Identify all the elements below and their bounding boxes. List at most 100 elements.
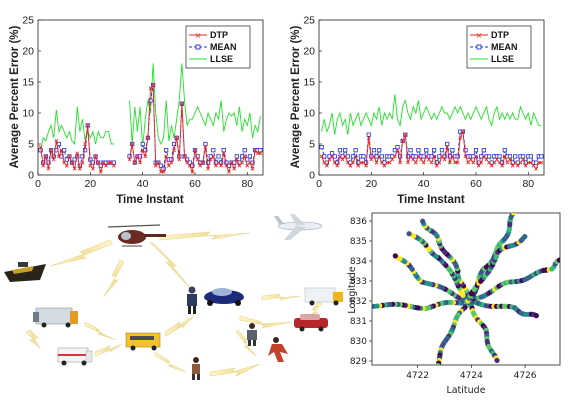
chart-map-xtick-label: 4722 (406, 371, 429, 381)
chart-right-mean-point (479, 154, 484, 159)
chart-right-dtp-point (458, 135, 463, 140)
chart-right-dtp-point (508, 157, 512, 162)
chart-right-dtp-point (366, 135, 371, 140)
runner-icon (268, 337, 288, 362)
chart-right-mean-point (371, 148, 377, 153)
chart-left-dtp-point (219, 163, 224, 168)
chart-right-dtp-point (372, 154, 376, 159)
chart-left-mean-point (56, 141, 62, 147)
chart-right-dtp-point (513, 160, 518, 165)
chart-left-xtick-label: 40 (137, 178, 149, 190)
boat-icon (4, 262, 46, 282)
chart-right-dtp-point (487, 160, 491, 165)
chart-right-dtp-point (440, 154, 444, 159)
chart-left-mean-point (208, 154, 213, 159)
chart-right-dtp-point (468, 157, 473, 162)
chart-right-mean-point (463, 148, 468, 153)
chart-left-dtp-point (237, 163, 242, 168)
chart-map-xtick-label: 4724 (460, 371, 483, 381)
chart-left-mean-point (211, 148, 216, 153)
chart-right-dtp-point (403, 132, 408, 137)
chart-map-point (494, 357, 500, 364)
chart-left-mean-point (242, 148, 247, 153)
chart-right-dtp-point (413, 160, 418, 165)
chart-right-dtp-point (534, 166, 539, 171)
chart-left-dtp-point (43, 154, 48, 159)
chart-right-mean-point (374, 154, 379, 159)
chart-left-dtp-point (130, 142, 135, 146)
chart-left-dtp-point (174, 135, 179, 140)
chart-right-dtp-point (351, 160, 355, 165)
chart-right-mean-point (539, 154, 544, 159)
chart-right-dtp-point (424, 154, 429, 159)
chart-right-series-llse (321, 94, 542, 135)
chart-right-mean-point (319, 144, 324, 150)
chart-right-dtp-point (408, 154, 413, 159)
chart-left-x-ticks: 0 20 40 60 80 (35, 172, 253, 190)
chart-right-dtp-point (356, 163, 361, 168)
chart-right-dtp-point (361, 160, 366, 165)
chart-right-mean-point (329, 151, 335, 156)
link-ambulance-bus (94, 343, 123, 357)
link-left-edge (25, 329, 41, 349)
chart-right-series (319, 94, 544, 171)
chart-map: 829 830 831 832 833 834 835 836 4722 4724 4726 Lo… (347, 212, 561, 396)
chart-left-dtp-point (127, 157, 132, 162)
vehicular-network-illustration (4, 214, 343, 380)
chart-map-xlabel: Latitude (446, 385, 485, 396)
chart-right-series-dtp (319, 129, 544, 171)
chart-map-point (556, 257, 560, 263)
chart-right-dtp-point (345, 160, 350, 165)
chart-left-series-llse (40, 63, 261, 151)
chart-right-dtp-point (390, 157, 395, 162)
chart-left-dtp-point (245, 163, 250, 168)
chart-right-dtp-point (330, 154, 334, 159)
chart-right-mean-point (366, 132, 371, 137)
chart-right-ytick-label: 0 (309, 170, 315, 182)
chart-right-dtp-point (445, 145, 450, 149)
chart-right-mean-point (481, 148, 486, 153)
link-bus-officer (164, 315, 195, 337)
chart-right-dtp-point (395, 148, 400, 153)
chart-left-mean-point (221, 148, 226, 153)
chart-right-mean-point (447, 154, 452, 159)
chart-right-dtp-point (466, 160, 471, 165)
chart-right-dtp-point (419, 157, 423, 162)
chart-right-mean-point (534, 160, 539, 165)
chart-left-dtp-point (41, 163, 46, 168)
chart-right-legend: × DTP MEAN LLSE (466, 25, 532, 69)
chart-right-mean-point (408, 148, 413, 153)
chart-map-point (510, 213, 517, 216)
chart-right-dtp-point (484, 157, 489, 162)
chart-left-dtp-point (234, 157, 239, 162)
chart-right-mean-point (471, 154, 476, 159)
chart-left-dtp-point (229, 160, 234, 165)
chart-left-legend-mean-marker (195, 44, 201, 50)
chart-right-dtp-point (392, 154, 397, 159)
chart-left-mean-point (258, 148, 263, 153)
chart-right-dtp-point (421, 160, 426, 165)
chart-left-dtp-point (59, 148, 64, 153)
chart-right-dtp-point (332, 160, 337, 165)
chart-right-dtp-point (531, 163, 536, 168)
chart-right-xtick-label: 40 (418, 178, 430, 190)
chart-right-legend-mean-label: MEAN (491, 42, 518, 52)
chart-right-mean-point (350, 154, 356, 159)
chart-left-dtp-point (98, 170, 103, 174)
chart-right-mean-point (379, 154, 384, 159)
chart-left-dtp-point (93, 154, 98, 159)
chart-left-dtp-point (96, 160, 101, 165)
chart-left-dtp-point (180, 101, 184, 106)
chart-map-point (435, 362, 441, 365)
chart-right-ytick-label: 25 (303, 15, 315, 27)
chart-map-y-ticks: 829 830 831 832 833 834 835 836 (350, 217, 372, 367)
chart-right-mean-point (520, 154, 526, 159)
chart-right-mean-point (424, 148, 429, 153)
chart-left-dtp-point (46, 166, 51, 171)
chart-right-dtp-point (479, 160, 484, 165)
police-car-icon (204, 288, 244, 306)
chart-right-dtp-point (364, 163, 368, 168)
chart-right-legend-mean-marker (476, 44, 482, 50)
chart-right-ytick-label: 20 (303, 46, 315, 58)
chart-left-y-ticks: 0 5 10 15 20 25 (22, 15, 41, 182)
